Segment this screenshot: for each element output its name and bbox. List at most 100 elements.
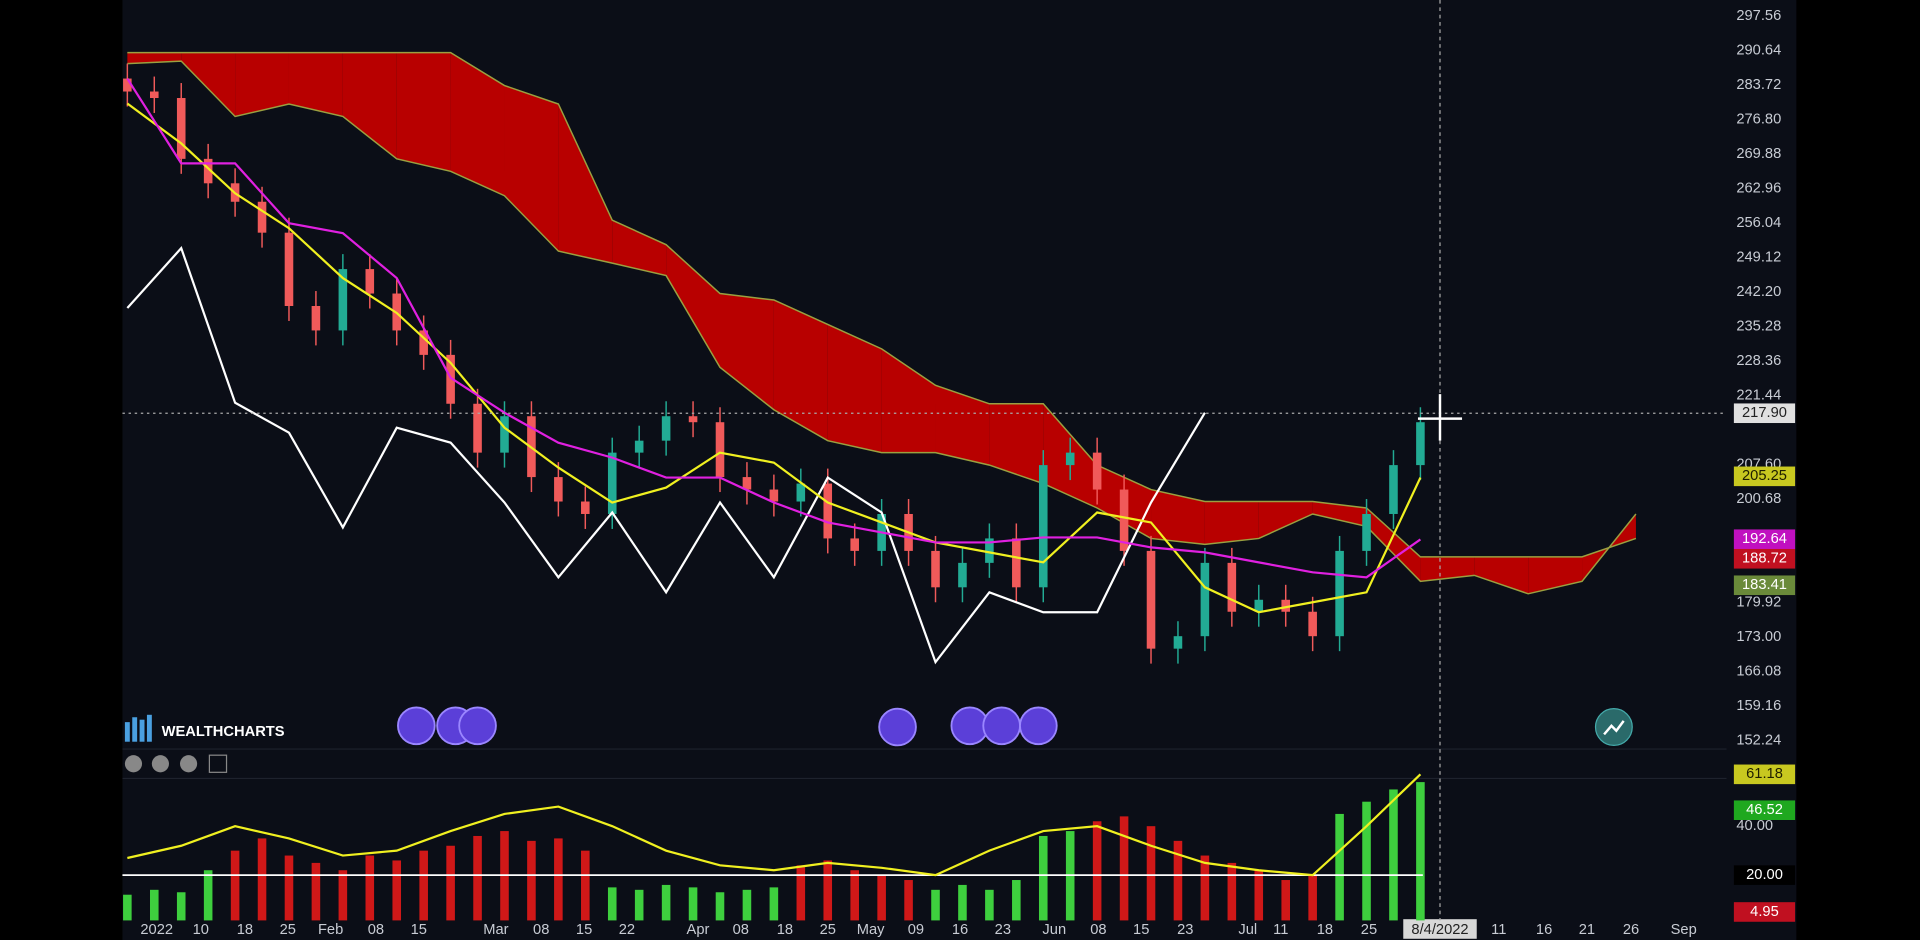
marks: 297.56 290.64 283.72 276.80 269.88 262.96 256.…: [122, 8, 1796, 939]
cloud-segment: [612, 220, 667, 276]
x-tick-label: 09: [908, 922, 924, 938]
candle-body: [1362, 513, 1371, 551]
logo-icon: [124, 722, 130, 742]
histogram-bar: [123, 894, 132, 921]
event-icon[interactable]: [458, 706, 497, 746]
logo-icon: [146, 714, 152, 742]
histogram-bar: [419, 850, 428, 921]
histogram-bar: [365, 855, 375, 921]
candle-body: [634, 440, 644, 453]
cloud-edge: [127, 51, 1637, 558]
candle-body: [1038, 465, 1048, 588]
event-icon[interactable]: [982, 706, 1021, 746]
histogram-bar: [554, 838, 563, 921]
cloud-segment: [881, 348, 936, 453]
y-tick-label: 228.36: [1736, 353, 1781, 369]
histogram-bar: [473, 835, 482, 921]
histogram-bar: [796, 865, 806, 921]
candle-body: [123, 78, 132, 92]
candle-body: [1119, 489, 1129, 551]
histogram-bar: [257, 838, 267, 921]
cloud-segment: [288, 52, 343, 117]
price-badge-label: 188.72: [1742, 551, 1787, 567]
pane-button[interactable]: [124, 755, 143, 773]
y-tick-label: 276.80: [1736, 111, 1781, 127]
logo-icon: [139, 719, 145, 742]
x-tick-label: 25: [820, 922, 836, 938]
add-pane-button[interactable]: [208, 754, 228, 773]
histogram-bar: [904, 880, 913, 921]
x-tick-label: 18: [237, 922, 253, 938]
cloud-segment: [504, 85, 559, 252]
candle-body: [581, 501, 590, 514]
x-tick-label: 11: [1273, 922, 1288, 938]
x-tick-label: Feb: [318, 922, 343, 938]
x-tick-label: 08: [368, 922, 384, 938]
y-tick-label: 269.88: [1736, 146, 1781, 162]
histogram-bar: [176, 892, 186, 921]
histogram-bar: [661, 884, 671, 921]
histogram-bar: [581, 850, 590, 921]
y-tick-label: 256.04: [1736, 215, 1781, 231]
candle-body: [1416, 422, 1425, 466]
cloud-segment: [181, 52, 236, 117]
x-tick-label: 08: [733, 922, 749, 938]
candle-body: [796, 483, 806, 502]
candle-body: [1254, 599, 1264, 612]
cloud-segment: [666, 244, 720, 368]
price-badge: [1733, 529, 1796, 550]
histogram-bar: [634, 889, 644, 921]
histogram-bar: [1254, 870, 1264, 921]
cloud-segment: [1366, 508, 1421, 582]
histogram-bar: [607, 887, 617, 921]
candle-body: [958, 562, 967, 588]
candle-body: [823, 483, 833, 539]
x-tick-label: May: [857, 922, 885, 938]
candle-body: [419, 330, 428, 355]
y-tick-label: 166.08: [1736, 664, 1781, 680]
histogram-bar: [823, 860, 833, 921]
x-tick-label: 15: [576, 922, 592, 938]
event-icon[interactable]: [878, 707, 917, 747]
level-badge-label: 20.00: [1746, 867, 1783, 883]
candle-body: [1173, 636, 1183, 649]
candle-body: [1281, 599, 1290, 612]
cloud-segment: [720, 293, 774, 410]
pane-button[interactable]: [180, 755, 198, 773]
candle-body: [176, 98, 186, 159]
histogram-bar: [1308, 875, 1317, 921]
candle-body: [607, 452, 617, 514]
cloud-edge: [127, 60, 1637, 595]
histogram-bar: [284, 855, 294, 921]
histogram-bar: [769, 887, 779, 921]
x-tick-label: 23: [1177, 922, 1193, 938]
histogram-bar: [1173, 840, 1183, 921]
event-icon[interactable]: [1019, 706, 1058, 746]
cloud-segment: [450, 52, 505, 196]
crosshair-date-badge: [1403, 919, 1477, 939]
event-icon[interactable]: [397, 706, 436, 746]
trend-button[interactable]: [1594, 708, 1633, 747]
candle-body: [311, 305, 321, 331]
cloud-segment: [989, 403, 1044, 484]
crosshair-badge: [1733, 403, 1796, 424]
cloud-segment: [773, 300, 828, 441]
indicator-line: [127, 773, 1422, 877]
histogram-bar: [446, 845, 455, 921]
y-tick-label: 283.72: [1736, 77, 1781, 93]
price-badge: [1733, 466, 1796, 487]
candle-body: [203, 158, 213, 184]
cloud-segment: [342, 52, 397, 159]
y-tick-label: 221.44: [1736, 387, 1781, 403]
pane-button[interactable]: [151, 755, 169, 773]
price-badge: [1733, 548, 1796, 569]
x-tick-label: 16: [952, 922, 968, 938]
x-tick-label: 26: [1623, 922, 1639, 938]
x-tick-label: 16: [1536, 922, 1552, 938]
candle-body: [985, 538, 994, 563]
candle-body: [661, 416, 671, 441]
histogram-bar: [230, 850, 240, 921]
x-tick-label: Apr: [687, 922, 710, 938]
pane-buttons: [124, 754, 228, 773]
candle-body: [1065, 452, 1075, 466]
